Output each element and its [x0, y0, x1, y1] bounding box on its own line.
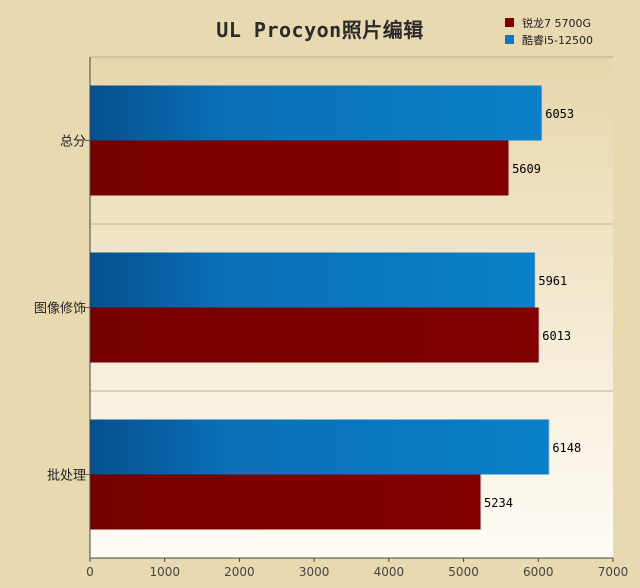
- category-label: 图像修饰: [34, 302, 86, 317]
- bar-series-0: [90, 252, 536, 308]
- data-label: 6148: [552, 441, 581, 455]
- legend-label-series-0: 酷睿i5-12500: [522, 33, 594, 47]
- x-tick-label: 4000: [374, 565, 405, 579]
- category-label: 总分: [60, 135, 86, 150]
- chart-title: UL Procyon照片编辑: [216, 18, 424, 42]
- data-label: 6053: [545, 107, 574, 121]
- legend-label-series-1: 锐龙7 5700G: [522, 16, 592, 30]
- bar-series-0: [90, 85, 543, 141]
- data-label: 5961: [538, 274, 567, 288]
- legend-swatch-series-0: [505, 35, 514, 44]
- x-tick-label: 6000: [523, 565, 554, 579]
- data-label: 6013: [542, 329, 571, 343]
- data-label: 5609: [512, 162, 541, 176]
- x-tick-label: 7000: [598, 565, 629, 579]
- legend-item-series-0: 酷睿i5-12500: [505, 31, 593, 48]
- bar-series-0: [90, 419, 550, 475]
- bar-series-1: [90, 140, 510, 196]
- x-tick-label: 1000: [149, 565, 180, 579]
- bar-series-1: [90, 307, 540, 363]
- legend-swatch-series-1: [505, 18, 514, 27]
- x-tick-label: 5000: [448, 565, 479, 579]
- data-label: 5234: [484, 496, 513, 510]
- bar-series-1: [90, 474, 482, 530]
- x-tick-label: 0: [86, 565, 94, 579]
- category-label: 批处理: [47, 469, 86, 484]
- x-tick-label: 2000: [224, 565, 255, 579]
- legend-item-series-1: 锐龙7 5700G: [505, 14, 593, 31]
- legend: 锐龙7 5700G 酷睿i5-12500: [505, 14, 593, 48]
- x-tick-label: 3000: [299, 565, 330, 579]
